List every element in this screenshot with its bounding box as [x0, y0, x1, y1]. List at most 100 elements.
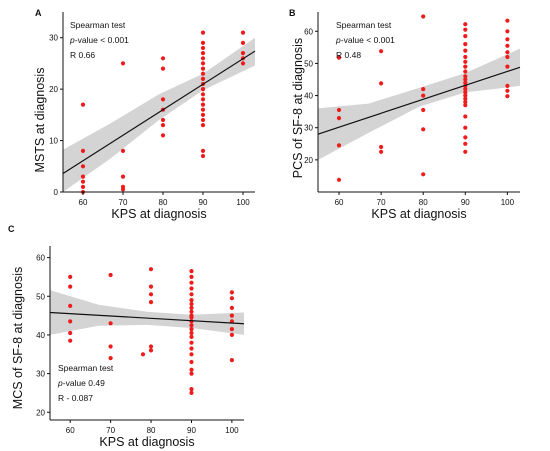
data-point: [463, 74, 468, 79]
x-tick-label: 80: [419, 198, 428, 207]
data-point: [421, 172, 426, 177]
data-point: [336, 177, 342, 182]
data-point: [463, 22, 468, 27]
data-point: [68, 319, 73, 324]
data-point: [68, 284, 73, 289]
data-point: [140, 352, 146, 357]
data-point: [505, 37, 510, 42]
data-point: [160, 66, 166, 71]
confidence-band: [50, 290, 244, 335]
data-point: [189, 286, 194, 291]
data-point: [240, 61, 246, 66]
data-point: [463, 96, 468, 101]
data-point: [463, 141, 468, 146]
data-point: [108, 356, 113, 361]
data-point: [189, 315, 194, 320]
data-point: [240, 40, 246, 46]
data-point: [229, 358, 234, 363]
x-tick-label: 70: [119, 198, 128, 207]
y-tick-label: 20: [49, 85, 58, 94]
data-point: [200, 112, 206, 117]
data-point: [120, 61, 126, 66]
data-point: [463, 114, 468, 119]
data-point: [148, 348, 154, 353]
data-point: [189, 346, 194, 351]
data-point: [148, 344, 154, 349]
y-tick-label: 50: [36, 292, 45, 301]
data-point: [189, 387, 194, 392]
x-tick-label: 100: [501, 198, 515, 207]
data-point: [421, 107, 426, 113]
data-point: [80, 174, 86, 179]
data-point: [463, 69, 468, 74]
data-point: [160, 56, 166, 61]
x-tick-label: 90: [187, 426, 196, 435]
x-tick-label: 90: [199, 198, 208, 207]
data-point: [505, 50, 510, 55]
stat-annotation: Spearman test: [70, 20, 126, 30]
x-tick-label: 100: [236, 198, 250, 207]
data-point: [336, 143, 342, 148]
data-point: [463, 99, 468, 105]
data-point: [200, 102, 206, 107]
data-point: [229, 332, 234, 337]
data-point: [200, 51, 206, 56]
data-point: [120, 187, 126, 192]
panel-c: 60 70 80 90 100 20 30 40 50 60 KPS at diagnosis MCS…: [8, 224, 245, 449]
data-point: [148, 292, 154, 297]
data-point: [463, 64, 468, 69]
x-tick-label: 100: [225, 426, 239, 435]
data-point: [189, 309, 194, 314]
data-point: [80, 148, 86, 153]
data-point: [463, 125, 468, 130]
data-point: [463, 27, 468, 32]
x-tick-label: 70: [106, 426, 115, 435]
y-tick-label: 60: [36, 254, 45, 263]
stat-annotation: R - 0.087: [58, 393, 93, 403]
stat-annotation: R 0.66: [70, 50, 95, 60]
data-point: [189, 292, 194, 297]
data-point: [108, 344, 113, 349]
x-tick-label: 60: [335, 198, 344, 207]
data-point: [189, 323, 194, 328]
data-point: [505, 94, 510, 99]
data-point: [200, 30, 206, 35]
stat-annotation: Spearman test: [336, 20, 392, 30]
y-tick-label: 30: [49, 34, 58, 43]
data-point: [189, 334, 194, 339]
data-point: [189, 305, 194, 310]
panel-letter: A: [35, 8, 42, 18]
data-point: [463, 59, 468, 64]
y-tick-label: 60: [304, 27, 313, 36]
stat-annotation: p-value 0.49: [57, 378, 105, 388]
data-point: [200, 66, 206, 71]
data-point: [160, 133, 166, 138]
panels: 60 70 80 90 100 0 10 20 30 KPS at diagnosis MSTS a…: [8, 8, 521, 449]
data-point: [463, 87, 468, 92]
y-tick-label: 20: [36, 408, 45, 417]
panel-b: 60 70 80 90 100 20 30 40 50 60 KPS at diagnosis PCS…: [289, 8, 521, 221]
data-point: [421, 87, 426, 92]
y-axis-title: PCS of SF-8 at diagnosis: [291, 38, 305, 178]
y-tick-label: 30: [36, 370, 45, 379]
y-axis-title: MCS of SF-8 at diagnosis: [11, 267, 25, 409]
data-point: [505, 29, 510, 34]
data-point: [505, 54, 510, 60]
data-point: [68, 274, 73, 279]
y-tick-label: 40: [304, 92, 313, 101]
data-point: [463, 93, 468, 98]
data-point: [505, 64, 510, 69]
data-point: [463, 34, 468, 39]
y-tick-label: 10: [49, 137, 58, 146]
data-point: [240, 30, 246, 35]
data-point: [200, 61, 206, 66]
data-point: [505, 83, 510, 88]
confidence-band: [63, 37, 255, 193]
data-point: [463, 42, 468, 47]
y-tick-label: 40: [36, 331, 45, 340]
data-point: [189, 390, 194, 395]
data-point: [229, 327, 234, 332]
x-tick-label: 90: [461, 198, 470, 207]
data-point: [200, 92, 206, 97]
